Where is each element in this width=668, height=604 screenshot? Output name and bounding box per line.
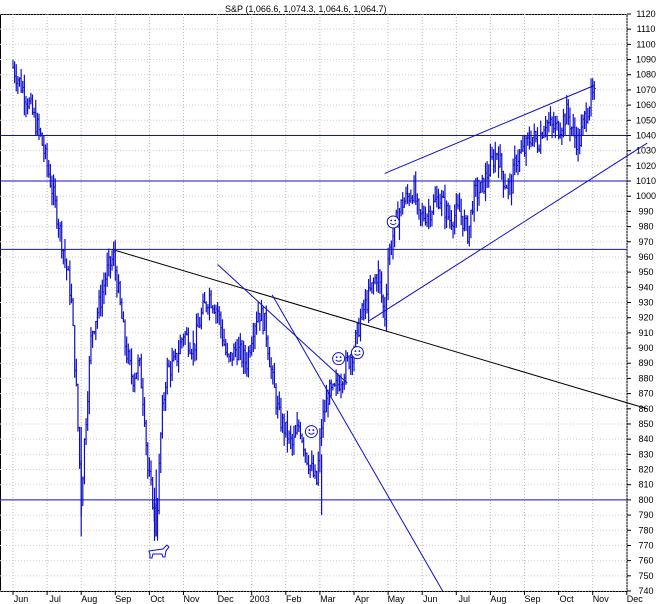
smiley-mouth [354,353,361,356]
x-tick-label: Mar [320,594,336,604]
y-tick-label: 940 [638,282,653,292]
x-tick-label: Sep [115,594,131,604]
y-tick-label: 1030 [636,146,656,156]
smiley-eye [335,356,338,359]
y-tick-label: 1050 [636,115,656,125]
smiley-eye [390,219,393,222]
y-tick-label: 1010 [636,176,656,186]
trend-line [217,264,348,384]
trend-line [384,84,595,174]
x-tick-label: Jul [49,594,61,604]
y-tick-label: 990 [638,206,653,216]
smiley-face [332,352,346,366]
smiley-mouth [308,432,315,435]
smiley-icon [332,352,346,366]
y-tick-label: 930 [638,298,653,308]
y-tick-label: 810 [638,480,653,490]
y-tick-label: 1090 [636,55,656,65]
smiley-eye [339,356,342,359]
y-tick-label: 740 [638,586,653,596]
trend-line [111,248,648,410]
x-tick-label: Apr [355,594,369,604]
smiley-eye [394,219,397,222]
x-tick-label: Jun [14,594,29,604]
chart-title: S&P (1,066.6, 1,074.3, 1,064.6, 1,064.7) [225,4,386,14]
y-tick-label: 890 [638,358,653,368]
y-tick-label: 1100 [636,39,655,49]
smiley-icon [386,215,400,229]
y-tick-label: 840 [638,434,653,444]
y-tick-label: 980 [638,222,653,232]
y-tick-label: 1080 [636,70,656,80]
y-tick-label: 900 [638,343,653,353]
y-tick-label: 910 [638,328,653,338]
smiley-face [350,346,364,360]
x-tick-label: Dec [218,594,235,604]
y-tick-label: 1020 [636,161,656,171]
y-tick-label: 880 [638,373,653,383]
y-tick-label: 820 [638,465,653,475]
trend-line [369,142,648,322]
y-tick-label: 1060 [636,100,656,110]
y-tick-label: 1040 [636,130,656,140]
y-tick-label: 870 [638,389,653,399]
smiley-mouth [389,222,397,226]
trend-lines [111,84,648,592]
smiley-eye [358,350,361,353]
y-tick-label: 1110 [637,24,656,34]
bull-body [148,544,170,559]
x-tick-label: 2003 [250,594,270,604]
y-axis: 740 750 760 770 780 790 800 810 820 830 840 850 860 8… [627,9,656,596]
y-tick-label: 770 [638,540,653,550]
y-tick-label: 750 [638,571,653,581]
smiley-icon [350,346,364,360]
smiley-face [304,425,318,439]
x-tick-label: Dec [627,594,644,604]
y-tick-label: 760 [638,556,653,566]
bull-icon [148,544,170,559]
plot-border [0,14,628,592]
price-bars [12,59,596,541]
x-axis: Jun Jul Aug Sep Oct Nov Dec 2003 Feb Mar Apr May Jun… [12,591,644,604]
smiley-eye [308,429,311,431]
x-tick-label: Feb [286,594,302,604]
smiley-icon [304,425,318,439]
y-tick-label: 830 [638,449,653,459]
trend-line [271,294,444,592]
x-tick-label: Oct [150,594,165,604]
y-tick-label: 1120 [636,9,655,19]
smiley-eye [354,350,357,353]
chart-grid [0,13,628,592]
y-tick-label: 1070 [636,85,656,95]
x-tick-label: May [388,594,406,604]
y-tick-label: 970 [638,237,653,247]
y-tick-label: 780 [638,525,653,535]
smiley-face [386,215,400,229]
x-tick-label: Aug [490,594,506,604]
x-tick-label: Oct [560,594,575,604]
x-tick-label: Sep [524,594,540,604]
x-tick-label: Nov [183,594,200,604]
y-tick-label: 850 [638,419,653,429]
horizontal-levels [0,134,627,501]
y-tick-label: 800 [638,495,653,505]
y-tick-label: 790 [638,510,653,520]
y-tick-label: 1000 [636,191,656,201]
y-tick-label: 860 [638,404,653,414]
smiley-mouth [335,359,342,362]
x-tick-label: Jul [459,594,471,604]
y-tick-label: 960 [638,252,653,262]
y-tick-label: 950 [638,267,653,277]
x-tick-label: Aug [81,594,97,604]
x-tick-label: Jun [423,594,438,604]
chart-markers [148,215,400,559]
x-tick-label: Nov [593,594,610,604]
smiley-eye [312,429,315,431]
y-tick-label: 920 [638,313,653,323]
